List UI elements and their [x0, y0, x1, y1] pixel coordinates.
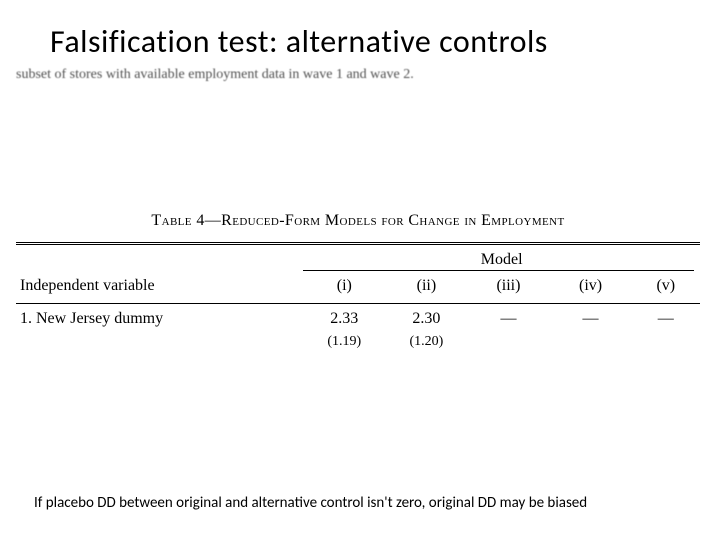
cell-value: —: [550, 304, 632, 335]
col-iii: (iii): [467, 271, 549, 304]
cell-se: [550, 334, 632, 356]
table-region: Table 4—Reduced-Form Models for Change i…: [16, 212, 700, 356]
caption-prefix: Table 4—: [151, 212, 221, 229]
col-ii: (ii): [385, 271, 467, 304]
table-row-se: (1.19) (1.20): [16, 334, 700, 356]
caption-body: Reduced-Form Models for Change in Employ…: [221, 212, 564, 229]
slide-title: Falsification test: alternative controls: [0, 0, 720, 61]
fragment-cutoff-text: subset of stores with available employme…: [0, 61, 720, 83]
column-header-row: Independent variable (i) (ii) (iii) (iv)…: [16, 271, 700, 304]
table-caption: Table 4—Reduced-Form Models for Change i…: [16, 212, 700, 230]
footer-note: If placebo DD between original and alter…: [34, 494, 700, 512]
cell-value: —: [632, 304, 700, 335]
model-header-row: Model: [16, 245, 700, 271]
col-v: (v): [632, 271, 700, 304]
table-row: 1. New Jersey dummy 2.33 2.30 — — —: [16, 304, 700, 335]
indep-var-label: Independent variable: [16, 271, 303, 304]
cell-se: (1.19): [303, 334, 385, 356]
bottom-clip-overlay: [0, 415, 720, 505]
col-i: (i): [303, 271, 385, 304]
col-iv: (iv): [550, 271, 632, 304]
cell-value: 2.33: [303, 304, 385, 335]
cell-se: [632, 334, 700, 356]
cell-se: (1.20): [385, 334, 467, 356]
row-label: 1. New Jersey dummy: [16, 304, 303, 335]
cell-se: [467, 334, 549, 356]
regression-table: Model Independent variable (i) (ii) (iii…: [16, 245, 700, 356]
model-spanner: Model: [303, 245, 700, 271]
cell-value: —: [467, 304, 549, 335]
cell-value: 2.30: [385, 304, 467, 335]
